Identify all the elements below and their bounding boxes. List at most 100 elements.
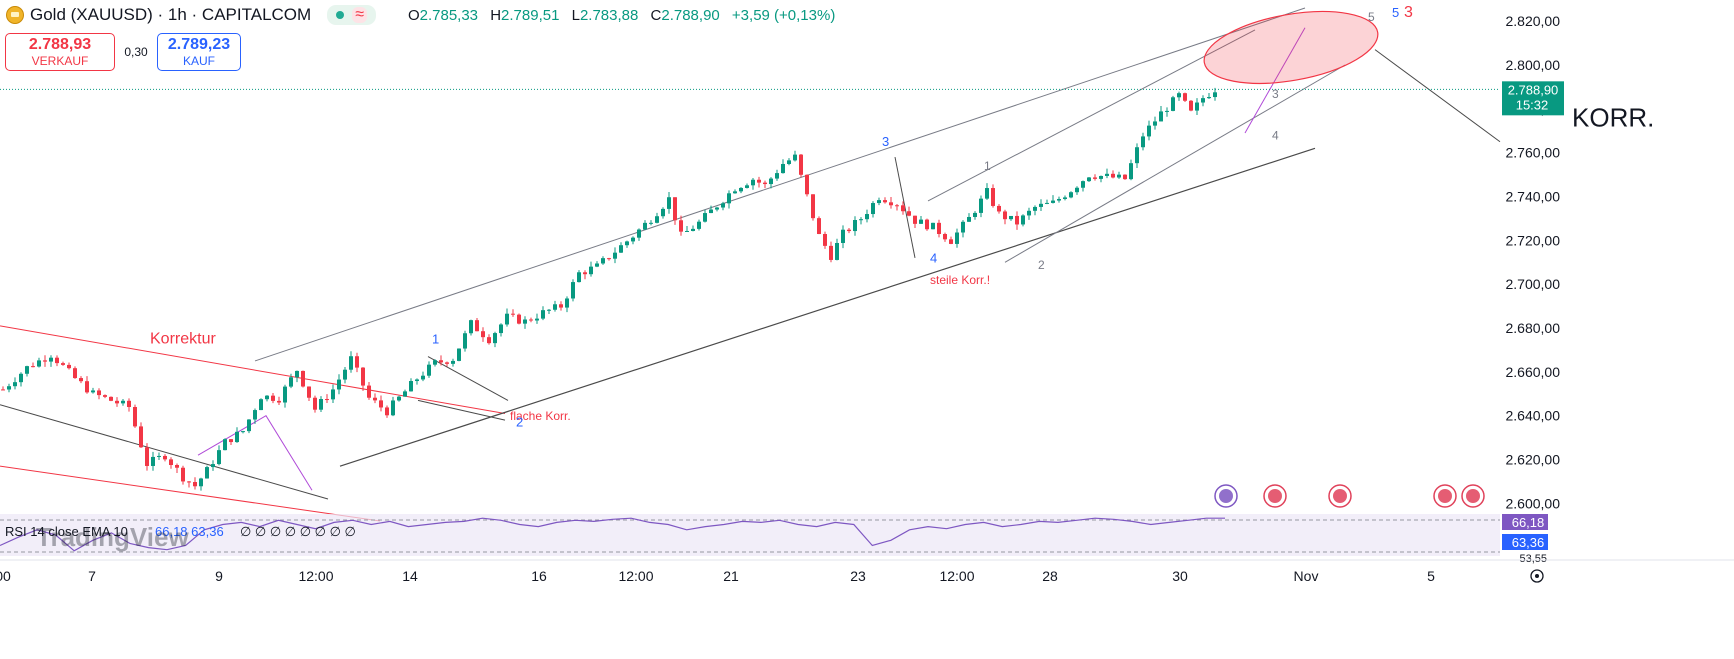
- candle-body[interactable]: [829, 245, 833, 260]
- candle-body[interactable]: [1099, 175, 1103, 179]
- candle-body[interactable]: [571, 282, 575, 299]
- candle-body[interactable]: [703, 213, 707, 222]
- candle-body[interactable]: [379, 400, 383, 408]
- candle-body[interactable]: [115, 400, 119, 404]
- candle-body[interactable]: [1111, 173, 1115, 178]
- candle-body[interactable]: [1171, 97, 1175, 111]
- candle-body[interactable]: [121, 400, 125, 404]
- candle-body[interactable]: [619, 245, 623, 253]
- candle-body[interactable]: [457, 348, 461, 361]
- candle-body[interactable]: [541, 310, 545, 319]
- candle-body[interactable]: [325, 399, 329, 401]
- candle-body[interactable]: [247, 419, 251, 432]
- candle-body[interactable]: [727, 193, 731, 204]
- candle-body[interactable]: [673, 197, 677, 221]
- candle-body[interactable]: [601, 258, 605, 264]
- candle-body[interactable]: [211, 464, 215, 468]
- candle-body[interactable]: [865, 214, 869, 220]
- candle-body[interactable]: [55, 357, 59, 364]
- candle-body[interactable]: [349, 356, 353, 370]
- candle-body[interactable]: [241, 431, 245, 433]
- candle-body[interactable]: [553, 304, 557, 310]
- candle-body[interactable]: [595, 263, 599, 267]
- candle-body[interactable]: [139, 426, 143, 448]
- candle-body[interactable]: [973, 212, 977, 217]
- candle-body[interactable]: [355, 356, 359, 368]
- candle-body[interactable]: [655, 216, 659, 223]
- candle-body[interactable]: [415, 379, 419, 382]
- candle-body[interactable]: [733, 191, 737, 194]
- candle-body[interactable]: [1063, 197, 1067, 199]
- candle-body[interactable]: [709, 209, 713, 214]
- candle-body[interactable]: [1057, 198, 1061, 201]
- candle-body[interactable]: [1009, 215, 1013, 220]
- candle-body[interactable]: [229, 439, 233, 443]
- candle-body[interactable]: [991, 188, 995, 206]
- candle-body[interactable]: [13, 382, 17, 387]
- candle-body[interactable]: [1093, 177, 1097, 179]
- candle-body[interactable]: [451, 360, 455, 364]
- candle-body[interactable]: [877, 200, 881, 204]
- candle-body[interactable]: [463, 333, 467, 349]
- candle-body[interactable]: [859, 219, 863, 221]
- candle-body[interactable]: [319, 399, 323, 410]
- candle-body[interactable]: [721, 203, 725, 208]
- candle-body[interactable]: [205, 467, 209, 479]
- candle-body[interactable]: [85, 381, 89, 393]
- candle-body[interactable]: [577, 272, 581, 283]
- candle-body[interactable]: [811, 194, 815, 219]
- candle-body[interactable]: [805, 174, 809, 195]
- sell-button[interactable]: 2.788,93 VERKAUF: [5, 33, 115, 71]
- candle-body[interactable]: [331, 389, 335, 400]
- candle-body[interactable]: [907, 211, 911, 216]
- candle-body[interactable]: [439, 360, 443, 363]
- candle-body[interactable]: [253, 410, 257, 420]
- candle-body[interactable]: [565, 298, 569, 308]
- candle-body[interactable]: [163, 455, 167, 460]
- candle-body[interactable]: [409, 381, 413, 392]
- candle-body[interactable]: [1105, 173, 1109, 176]
- candle-body[interactable]: [583, 272, 587, 275]
- candle-body[interactable]: [1033, 206, 1037, 211]
- candle-body[interactable]: [343, 369, 347, 380]
- candle-body[interactable]: [1075, 187, 1079, 193]
- candle-body[interactable]: [631, 237, 635, 242]
- candle-body[interactable]: [1123, 174, 1127, 180]
- candle-body[interactable]: [307, 386, 311, 398]
- candle-body[interactable]: [763, 182, 767, 185]
- candle-body[interactable]: [979, 198, 983, 213]
- candle-body[interactable]: [103, 395, 107, 397]
- candle-body[interactable]: [883, 200, 887, 203]
- candle-body[interactable]: [1015, 215, 1019, 225]
- candle-body[interactable]: [1159, 111, 1163, 122]
- candle-body[interactable]: [775, 173, 779, 179]
- candle-body[interactable]: [265, 395, 269, 400]
- candle-body[interactable]: [613, 252, 617, 259]
- candle-body[interactable]: [235, 431, 239, 443]
- candle-body[interactable]: [511, 313, 515, 315]
- candle-body[interactable]: [259, 399, 263, 411]
- candle-body[interactable]: [607, 258, 611, 260]
- candle-body[interactable]: [403, 391, 407, 397]
- candle-body[interactable]: [109, 396, 113, 401]
- candle-body[interactable]: [373, 397, 377, 401]
- candle-body[interactable]: [835, 242, 839, 260]
- candle-body[interactable]: [49, 357, 53, 362]
- candle-body[interactable]: [523, 319, 527, 324]
- candle-body[interactable]: [961, 221, 965, 233]
- candle-body[interactable]: [823, 234, 827, 246]
- candle-body[interactable]: [1201, 98, 1205, 103]
- candle-body[interactable]: [787, 160, 791, 164]
- candle-body[interactable]: [529, 319, 533, 321]
- candle-body[interactable]: [1051, 200, 1055, 203]
- candle-body[interactable]: [193, 482, 197, 487]
- candle-body[interactable]: [697, 221, 701, 229]
- candle-body[interactable]: [913, 215, 917, 224]
- candle-body[interactable]: [1039, 203, 1043, 207]
- candle-body[interactable]: [391, 400, 395, 416]
- candle-body[interactable]: [1081, 181, 1085, 188]
- candle-body[interactable]: [283, 386, 287, 403]
- candle-body[interactable]: [469, 320, 473, 334]
- candle-body[interactable]: [157, 455, 161, 457]
- candle-body[interactable]: [925, 219, 929, 230]
